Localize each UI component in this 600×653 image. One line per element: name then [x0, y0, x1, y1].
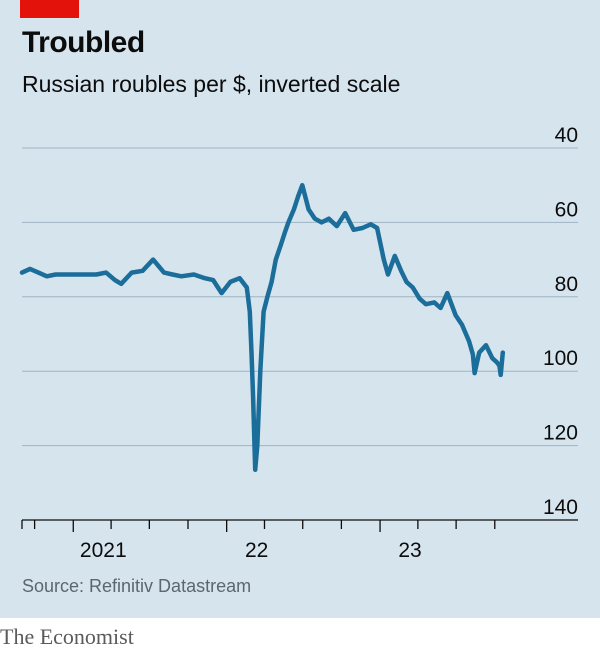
grid-lines — [22, 147, 578, 521]
chart-subtitle: Russian roubles per $, inverted scale — [22, 71, 401, 97]
y-tick-label: 40 — [555, 124, 578, 147]
rouble-series-line — [19, 182, 506, 473]
y-tick-label: 140 — [543, 496, 578, 519]
y-tick-label: 120 — [543, 422, 578, 445]
chart-title: Troubled — [22, 26, 145, 59]
y-axis-labels: 40 60 80 100 120 140 — [543, 124, 578, 519]
x-tick-label: 23 — [398, 539, 421, 562]
y-tick-label: 100 — [543, 347, 578, 370]
x-axis: 2021 22 23 — [21, 520, 496, 562]
x-tick-label: 22 — [245, 539, 268, 562]
brand-tag — [20, 0, 79, 18]
line-chart: 40 60 80 100 120 140 2021 22 23 — [19, 124, 578, 562]
y-tick-label: 60 — [555, 198, 578, 221]
series-layer — [19, 182, 506, 473]
publisher-logo: The Economist — [0, 624, 134, 649]
chart-panel — [0, 0, 600, 618]
x-tick-label: 2021 — [80, 539, 127, 562]
source-note: Source: Refinitiv Datastream — [22, 576, 252, 596]
y-tick-label: 80 — [555, 273, 578, 296]
